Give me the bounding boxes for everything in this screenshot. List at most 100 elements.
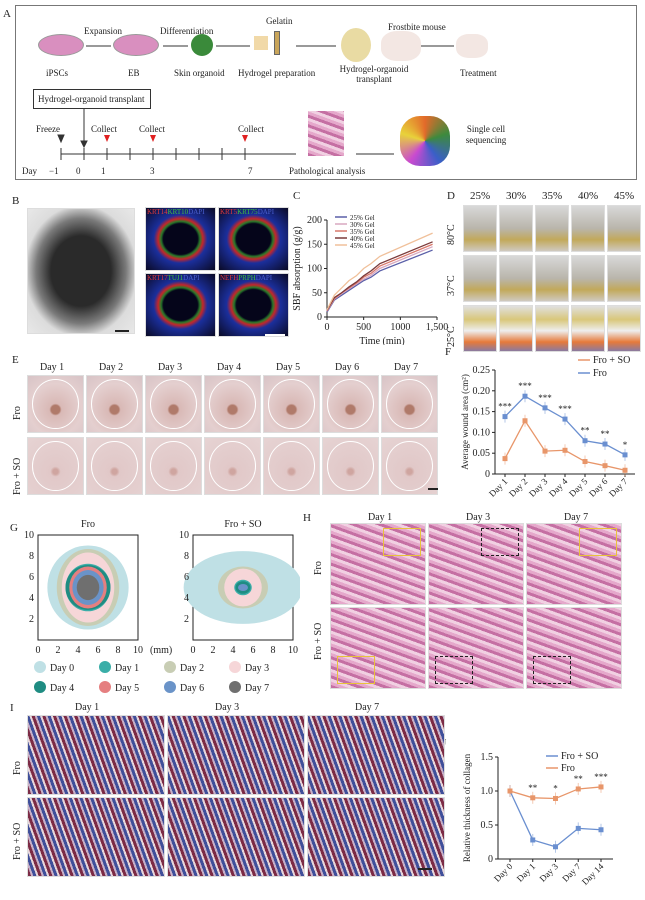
step-eb: EB (128, 68, 140, 78)
scale-bar (265, 334, 285, 336)
significance-mark: ** (581, 426, 591, 436)
wound-contour (238, 584, 248, 591)
panel-label-b: B (12, 195, 20, 207)
data-point (522, 418, 528, 424)
wound-photo (322, 375, 379, 433)
legend-label: Fro + SO (593, 355, 630, 366)
y-tick-label: 8 (29, 551, 34, 562)
inset-box (579, 528, 617, 556)
x-tick-label: 4 (76, 645, 81, 656)
collect-label-7: Collect (238, 124, 264, 134)
day-label: Day (22, 166, 37, 176)
inset-box (435, 656, 473, 684)
if-image: KRT5KRT75DAPI (218, 207, 289, 271)
unit-label: (mm) (150, 645, 172, 656)
wound-photo (145, 437, 202, 495)
plot-title: Fro + SO (224, 519, 261, 530)
x-tick-label: 0 (325, 322, 330, 333)
data-point (522, 393, 528, 399)
dish-eb-icon (113, 34, 159, 56)
concentration-label: 25% (470, 190, 491, 202)
x-tick-label: Day 1 (515, 861, 537, 883)
day-tick: −1 (49, 166, 59, 176)
day-label: Day 1 (75, 702, 100, 713)
significance-mark: *** (538, 393, 552, 403)
data-point (553, 795, 558, 801)
y-tick-label: 4 (184, 593, 189, 604)
temperature-label: 37°C (446, 275, 457, 296)
y-tick-label: 10 (179, 530, 189, 541)
legend-label: Fro (561, 763, 575, 774)
y-tick-label: 2 (184, 614, 189, 625)
day-label: Day 6 (335, 362, 360, 373)
day-label: Day 3 (215, 702, 240, 713)
x-tick-label: Day 6 (587, 476, 610, 499)
y-tick-label: 0.20 (473, 386, 491, 397)
y-tick-label: 1.0 (481, 786, 494, 797)
legend-label: Day 7 (245, 683, 269, 694)
concentration-label: 40% (578, 190, 599, 202)
data-point (575, 825, 581, 831)
group-label: Fro + SO (12, 822, 23, 860)
panel-label-c: C (293, 190, 301, 202)
concentration-label: 30% (506, 190, 527, 202)
significance-mark: * (623, 440, 628, 450)
significance-mark: ** (528, 783, 538, 793)
legend-label: Day 6 (180, 683, 204, 694)
hydrogel-tube-photo (463, 305, 497, 352)
he-histology-image (330, 607, 426, 689)
data-point (582, 459, 588, 465)
legend-label: Day 0 (50, 663, 74, 674)
masson-trichrome-image (167, 715, 305, 795)
data-point (530, 795, 536, 801)
temperature-label: 80°C (446, 224, 457, 245)
hydrogel-tube-photo (499, 305, 533, 352)
step-skin-organoid: Skin organoid (174, 68, 225, 78)
step-hydrogel-preparation: Hydrogel preparation (238, 68, 316, 78)
wound-photo (86, 375, 143, 433)
y-tick-label: 6 (29, 572, 34, 583)
legend-label: Day 5 (115, 683, 139, 694)
x-tick-label: 4 (231, 645, 236, 656)
x-tick-label: 6 (251, 645, 256, 656)
hydrogel-tube-photo (571, 305, 605, 352)
significance-mark: *** (518, 381, 532, 391)
arrow-label-expansion: Expansion (84, 26, 122, 36)
x-tick-label: 2 (56, 645, 61, 656)
y-tick-label: 100 (307, 264, 322, 275)
pathology-label: Pathological analysis (289, 166, 366, 176)
significance-mark: * (553, 783, 558, 793)
legend-label: 35% Gel (350, 228, 375, 236)
panel-label-a: A (3, 8, 11, 20)
sequencing-label: Single cell sequencing (465, 124, 507, 145)
transplant-box: Hydrogel-organoid transplant (33, 89, 151, 109)
legend-label: Day 2 (180, 663, 204, 674)
day-tick: 1 (101, 166, 106, 176)
legend-label: Fro + SO (561, 751, 598, 762)
y-tick-label: 8 (184, 551, 189, 562)
stain-marker: KRT17 (147, 274, 168, 282)
panel-label-e: E (12, 354, 19, 366)
transplant-box-label: Hydrogel-organoid transplant (38, 94, 145, 104)
skin-organoid-icon (191, 34, 213, 56)
tube-icon (274, 31, 280, 55)
y-tick-label: 1.5 (481, 752, 494, 763)
data-point (598, 827, 604, 833)
he-histology-image (428, 523, 524, 605)
mouse-icon (381, 31, 421, 61)
legend-label: 45% Gel (350, 242, 375, 250)
legend-swatch (99, 681, 111, 693)
significance-mark: *** (594, 772, 608, 782)
data-point (602, 463, 608, 469)
y-tick-label: 2 (29, 614, 34, 625)
day-label: Day 7 (394, 362, 419, 373)
legend-swatch (164, 661, 176, 673)
he-histology-image (330, 523, 426, 605)
data-point (582, 438, 588, 444)
y-tick-label: 0.15 (473, 407, 491, 418)
collect-label-3: Collect (139, 124, 165, 134)
wound-photo (322, 437, 379, 495)
hydrogel-tube-photo (535, 205, 569, 252)
x-tick-label: Day 0 (492, 861, 515, 884)
frostbite-mouse-label: Frostbite mouse (388, 22, 446, 32)
